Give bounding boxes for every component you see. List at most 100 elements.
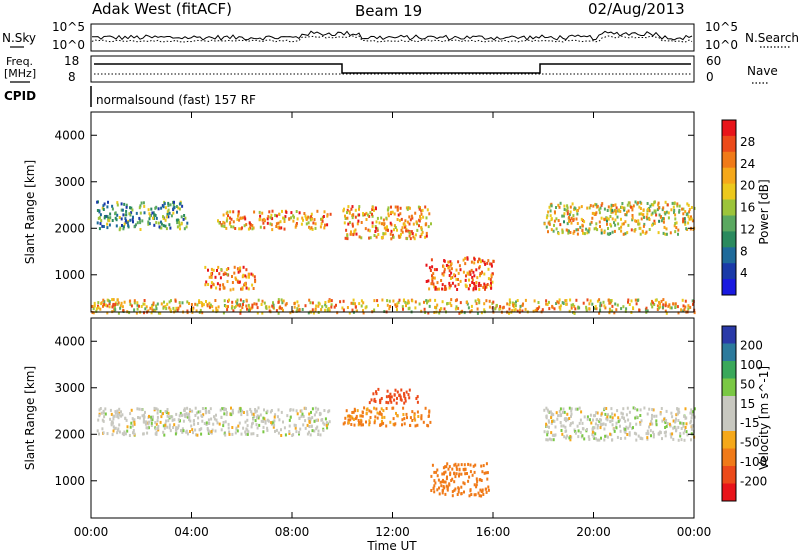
data-cell (356, 222, 359, 226)
data-cell (420, 414, 423, 418)
data-cell (129, 206, 131, 210)
data-cell (315, 418, 318, 422)
data-cell (626, 203, 629, 207)
data-cell (411, 419, 414, 422)
data-cell (250, 432, 253, 436)
data-cell (174, 432, 177, 436)
data-cell (572, 214, 575, 218)
data-cell (175, 306, 178, 310)
data-cell (147, 208, 150, 212)
data-cell (139, 228, 142, 231)
data-cell (563, 410, 566, 414)
data-cell (620, 411, 623, 415)
data-cell (392, 417, 395, 421)
data-cell (121, 208, 124, 212)
data-cell (342, 299, 345, 303)
data-cell (650, 203, 653, 207)
data-cell (386, 299, 389, 303)
data-cell (425, 231, 428, 235)
data-cell (639, 200, 642, 204)
data-cell (687, 307, 690, 311)
data-cell (386, 389, 389, 393)
data-cell (618, 418, 621, 422)
data-cell (156, 426, 159, 430)
data-cell (547, 419, 550, 423)
data-cell (216, 269, 218, 272)
data-cell (177, 418, 180, 422)
data-cell (457, 260, 460, 264)
data-cell (315, 304, 318, 308)
data-cell (611, 217, 614, 221)
data-cell (248, 306, 251, 310)
data-cell (274, 413, 277, 417)
data-cell (592, 435, 595, 439)
data-cell (479, 274, 481, 278)
data-cell (448, 274, 451, 277)
data-cell (618, 227, 621, 231)
y-tick-label: 2000 (54, 427, 85, 441)
data-cell (143, 415, 146, 419)
data-cell (436, 468, 439, 472)
data-cell (242, 273, 245, 277)
data-cell (664, 301, 667, 305)
data-cell (472, 464, 475, 468)
data-cell (455, 465, 458, 469)
data-cell (583, 437, 586, 441)
data-cell (600, 303, 603, 307)
data-cell (648, 228, 651, 231)
data-cell (156, 302, 159, 306)
data-cell (319, 225, 322, 229)
data-cell (575, 217, 578, 221)
data-cell (481, 259, 484, 263)
data-cell (245, 304, 248, 308)
data-cell (690, 217, 693, 221)
data-cell (292, 408, 295, 412)
data-cell (188, 408, 191, 412)
data-cell (406, 237, 409, 241)
data-cell (462, 467, 465, 471)
data-cell (175, 426, 178, 430)
data-cell (156, 419, 159, 423)
data-cell (499, 305, 502, 309)
data-cell (155, 304, 158, 308)
data-cell (162, 215, 164, 219)
data-cell (125, 205, 128, 209)
data-cell (392, 233, 394, 237)
data-cell (155, 216, 158, 220)
data-cell (327, 410, 330, 414)
data-cell (475, 483, 478, 487)
data-cell (470, 260, 473, 264)
data-cell (445, 465, 448, 469)
data-cell (248, 272, 250, 276)
data-cell (367, 228, 370, 232)
data-cell (415, 220, 418, 224)
data-cell (232, 309, 235, 313)
data-cell (278, 212, 281, 216)
data-cell (241, 306, 244, 310)
data-cell (570, 306, 573, 310)
data-cell (236, 217, 239, 221)
data-cell (353, 423, 356, 427)
data-cell (625, 213, 628, 217)
data-cell (158, 225, 161, 229)
data-cell (433, 276, 436, 280)
data-cell (479, 260, 482, 264)
data-cell (657, 231, 660, 235)
data-cell (132, 429, 135, 432)
data-cell (662, 217, 664, 220)
data-cell (106, 304, 109, 308)
data-cell (631, 208, 634, 212)
data-cell (233, 271, 236, 275)
data-cell (128, 311, 131, 315)
data-cell (486, 261, 489, 265)
data-cell (162, 306, 165, 310)
data-cell (613, 413, 616, 417)
data-cell (102, 208, 105, 211)
data-cell (690, 438, 692, 442)
data-cell (690, 427, 693, 431)
y-tick-label: 2000 (54, 221, 85, 235)
data-cell (225, 226, 228, 230)
data-cell (646, 437, 649, 441)
data-cell (559, 223, 562, 227)
data-cell (97, 306, 100, 310)
